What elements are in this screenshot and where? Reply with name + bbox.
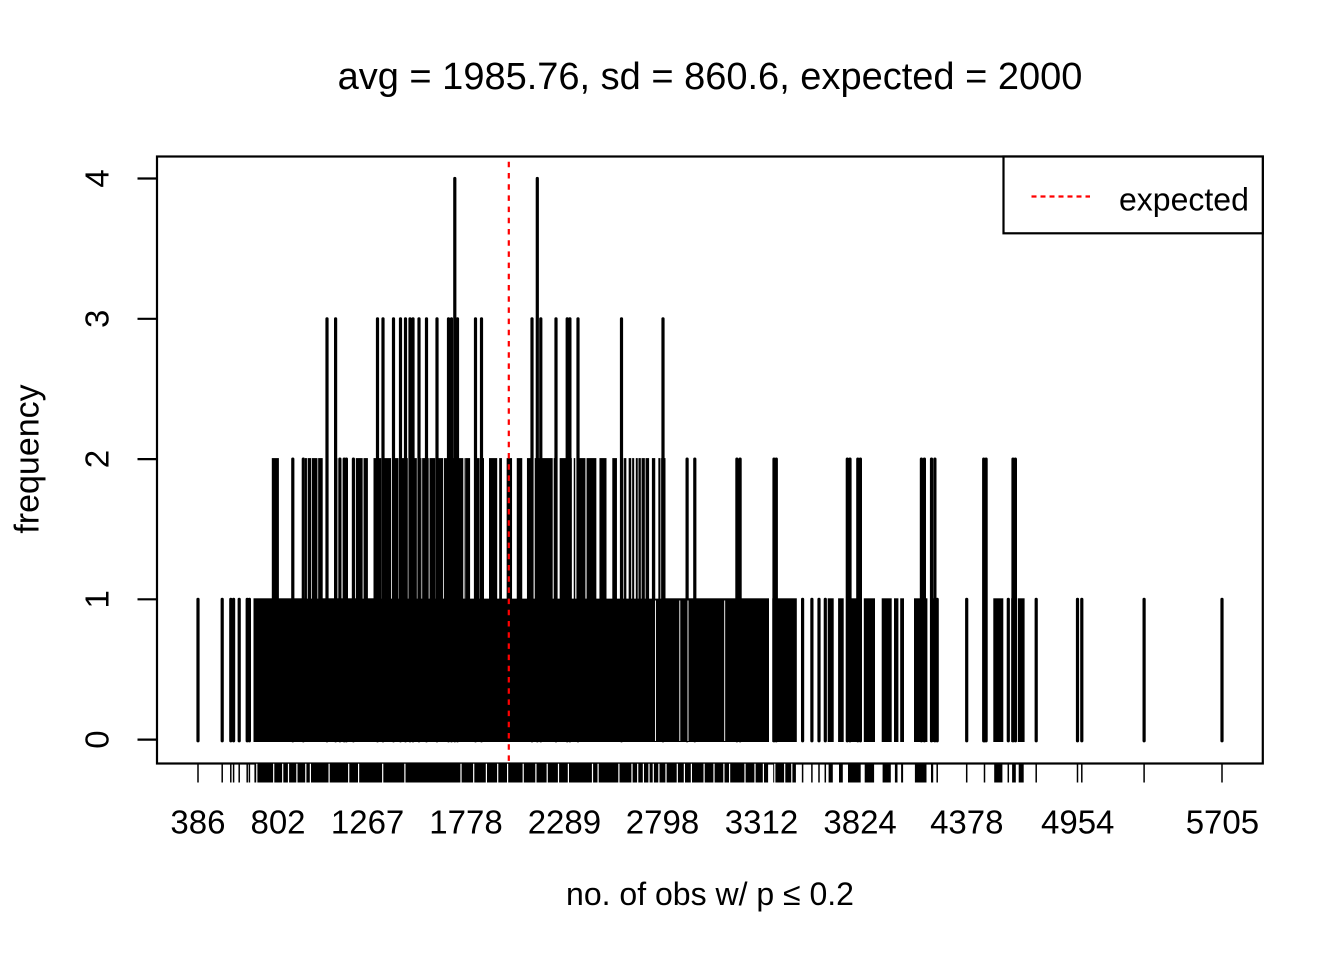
svg-text:no. of obs w/ p ≤ 0.2: no. of obs w/ p ≤ 0.2: [566, 876, 854, 912]
svg-text:2: 2: [79, 450, 116, 468]
svg-text:3: 3: [79, 310, 116, 328]
svg-text:2289: 2289: [528, 804, 601, 841]
svg-text:4378: 4378: [930, 804, 1003, 841]
svg-text:2798: 2798: [626, 804, 699, 841]
svg-text:3312: 3312: [725, 804, 798, 841]
svg-text:frequency: frequency: [9, 384, 47, 533]
svg-text:expected: expected: [1119, 182, 1249, 218]
svg-text:4954: 4954: [1041, 804, 1114, 841]
svg-text:5705: 5705: [1186, 804, 1259, 841]
svg-text:avg = 1985.76, sd = 860.6, exp: avg = 1985.76, sd = 860.6, expected = 20…: [338, 56, 1083, 98]
svg-text:1267: 1267: [331, 804, 404, 841]
svg-text:1778: 1778: [429, 804, 502, 841]
svg-text:3824: 3824: [823, 804, 896, 841]
svg-text:1: 1: [79, 590, 116, 608]
svg-text:4: 4: [79, 169, 116, 187]
svg-text:802: 802: [250, 804, 305, 841]
svg-text:386: 386: [170, 804, 225, 841]
svg-text:0: 0: [79, 730, 116, 748]
